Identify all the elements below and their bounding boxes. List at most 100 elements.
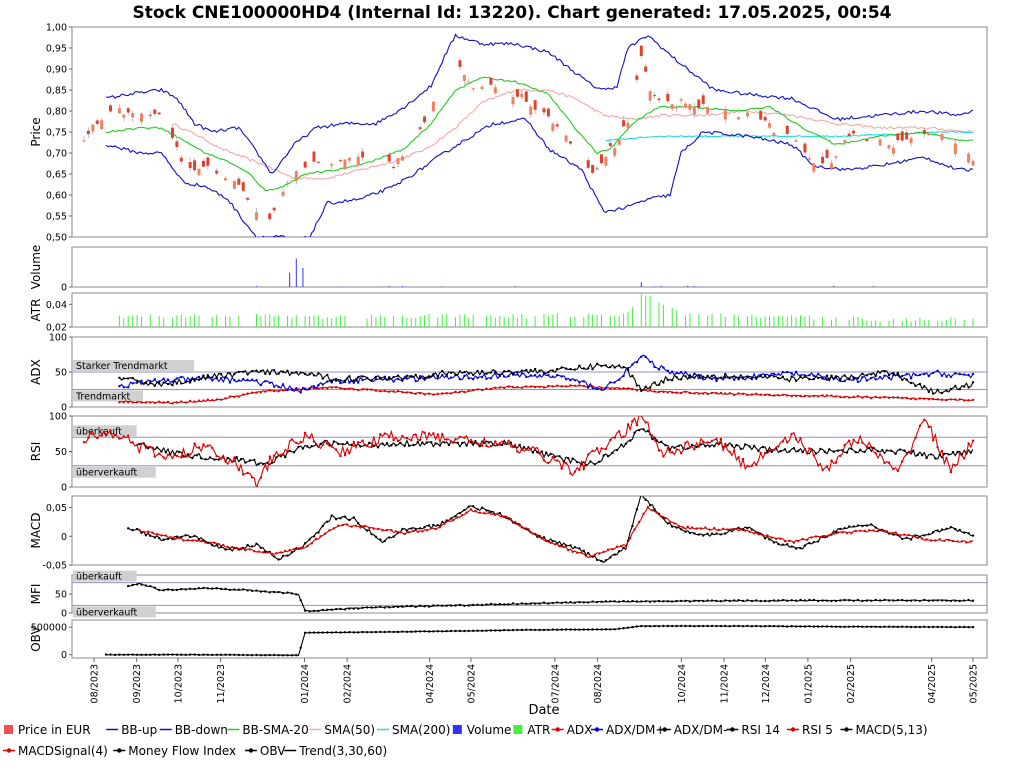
obv-line-point [887, 625, 891, 628]
adx-line-point [755, 392, 758, 395]
obv-line-point [268, 653, 271, 657]
adx-line-point [578, 384, 581, 387]
rsi-14-line-point [425, 441, 428, 444]
rsi-5-line-point [219, 457, 223, 460]
adx-dm--line-point [503, 370, 506, 373]
rsi-14-line-point [602, 454, 605, 457]
adx-dm--line-point [308, 387, 311, 391]
adx-dm--line-point [710, 377, 714, 381]
adx-line-point [140, 401, 143, 404]
adx-dm--line-point [480, 369, 484, 373]
macd-5-13--line-point [839, 527, 842, 531]
candle-body [891, 147, 895, 154]
obv-line-point [772, 624, 776, 628]
money-flow-index-line-point [564, 601, 568, 604]
obv-line-point [423, 630, 426, 633]
macd-5-13--line-point [803, 544, 807, 547]
rsi-5-line-point [480, 444, 484, 447]
rsi-5-line-point [330, 445, 333, 448]
money-flow-index-line-point [715, 599, 718, 603]
rsi-5-line-point [321, 443, 324, 446]
rsi-14-line-point [629, 439, 632, 442]
candle-body [723, 110, 727, 120]
macdsignal-4--line-point [567, 548, 570, 552]
adx-line-point [383, 389, 386, 392]
adx-line-point [180, 400, 183, 403]
rsi-5-line-point [295, 441, 298, 445]
adx-dm--line-point [693, 376, 696, 379]
money-flow-index-line-point [352, 607, 355, 610]
adx-dm--line-point [264, 380, 267, 383]
obv-line-point [755, 624, 758, 628]
rsi-5-line-point [839, 454, 842, 457]
obv-line-point [763, 625, 767, 628]
money-flow-index-line-point [511, 602, 515, 605]
obv-line-point [224, 653, 227, 656]
macd-5-13--line-point [909, 538, 913, 541]
adx-line-point [326, 387, 329, 390]
macd-5-13--line-point [750, 528, 754, 531]
rsi-5-line-point [644, 421, 647, 424]
rsi-14-line-point [208, 456, 212, 459]
legend-item: ADX/DM+ [591, 723, 665, 737]
candle-body [387, 154, 391, 162]
macdsignal-4--line-point [788, 539, 791, 542]
rsi-5-line-point [781, 440, 784, 443]
rsi-14-line-point [421, 441, 424, 444]
money-flow-index-line-point [339, 607, 342, 611]
macdsignal-4--line-point [770, 536, 773, 539]
macdsignal-4--line-point [744, 529, 747, 532]
rsi-5-line-point [91, 432, 95, 435]
macd-5-13--line-point [219, 545, 223, 549]
rsi-5-line-point [887, 461, 891, 464]
candle-body [613, 148, 617, 156]
adx-dm--line-point [914, 384, 917, 388]
macdsignal-4--line-point [261, 551, 265, 554]
adx-line-point [281, 389, 285, 392]
rsi-5-line-point [476, 442, 479, 445]
money-flow-index-line-point [250, 589, 254, 592]
macdsignal-4--line-point [664, 516, 667, 520]
legend-item: Trend(3,30,60) [284, 744, 387, 758]
macdsignal-4--line-point [337, 524, 340, 527]
candle-body [254, 212, 258, 220]
adx-line-point [348, 387, 351, 390]
money-flow-index-line-point [750, 599, 754, 603]
adx-dm--line-point [848, 377, 851, 380]
candle-body [533, 100, 537, 110]
candle-body [458, 60, 462, 67]
adx-dm--line-point [303, 388, 307, 391]
obv-line-point [547, 628, 550, 632]
y-tick-label: 50 [55, 447, 67, 458]
rsi-5-line-point [100, 434, 103, 437]
rsi-14-line-point [217, 458, 221, 461]
money-flow-index-line-point [171, 588, 174, 592]
macdsignal-4--line-point [182, 539, 185, 542]
reference-label: Trendmarkt [75, 392, 130, 403]
money-flow-index-line-point [410, 604, 413, 608]
money-flow-index-line-point [883, 598, 886, 602]
adx-line-point [843, 395, 846, 399]
rsi-14-line-point [469, 440, 473, 444]
y-axis-label: ADX [29, 359, 43, 385]
adx-line-point [410, 391, 413, 395]
x-tick-label: 12/2024 [761, 664, 772, 703]
rsi-14-line-point [589, 460, 592, 463]
macd-5-13--line-point [914, 534, 917, 537]
adx-line-point [657, 390, 661, 394]
x-tick-label: 08/2024 [593, 664, 604, 703]
adx-line-point [914, 398, 917, 401]
adx-dm--line-point [383, 375, 386, 378]
obv-line-point [153, 653, 156, 656]
adx-dm--line-point [529, 369, 532, 372]
rsi-5-line-point [405, 436, 409, 440]
candle-body [82, 140, 86, 142]
macd-5-13--line-point [405, 529, 409, 532]
macdsignal-4--line-point [620, 544, 623, 548]
obv-line-point [436, 630, 439, 633]
adx-dm--line-point [396, 374, 400, 377]
money-flow-index-line-point [273, 590, 276, 594]
rsi-5-line-point [520, 447, 524, 450]
rsi-14-line-point [390, 444, 393, 447]
money-flow-index-line-point [321, 608, 324, 612]
